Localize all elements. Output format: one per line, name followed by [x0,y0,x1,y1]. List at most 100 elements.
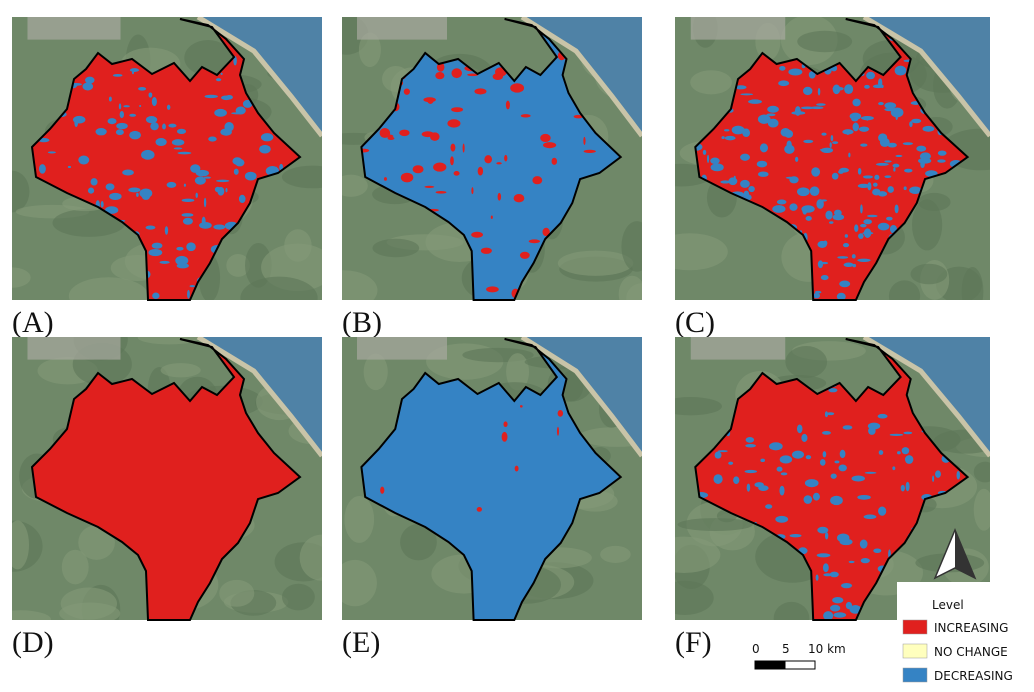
patch [878,133,888,143]
patch [828,388,838,393]
patch [805,455,812,460]
patch [823,240,828,246]
land-tone [675,580,714,615]
land-tone [675,233,728,271]
patch [822,430,831,435]
land-tone [184,39,232,76]
patch [484,155,493,164]
patch [765,504,773,509]
patch [844,234,848,238]
patch [836,292,846,300]
patch [513,193,525,203]
patch [412,165,424,174]
land-tone [690,70,732,95]
patch [728,177,738,186]
patch [909,121,913,128]
patch [129,68,140,72]
patch [809,186,820,197]
patch [213,224,226,230]
shore [520,337,642,458]
patch [141,149,155,160]
patch [713,474,723,484]
panel-label: (F) [675,626,712,659]
patch [195,169,209,177]
patch [878,506,887,516]
patch [714,451,722,459]
patch [176,128,187,135]
patch [203,176,211,179]
patch [702,149,707,155]
patch [162,123,166,130]
patch [148,92,153,98]
patch [857,494,871,500]
patch [760,458,766,462]
patch [866,118,869,121]
boundary [30,18,302,301]
patch [839,449,846,459]
patch [845,601,853,610]
patch [779,65,786,71]
patch [832,596,844,604]
land-tone [973,488,990,531]
panel-label: (B) [342,306,382,339]
patch [214,108,227,117]
patch [225,95,233,100]
boundary [694,338,970,621]
patch [803,139,814,144]
land-tone [60,587,118,620]
patch [109,192,122,200]
patch [542,227,550,237]
patch [95,127,107,136]
land-tone [400,523,437,561]
patch [112,74,123,77]
patch [772,205,786,213]
patch [496,162,502,165]
town [357,17,447,40]
patch [826,412,835,416]
patch [187,289,190,299]
patch [823,573,833,577]
patch [813,292,821,299]
patch [451,107,464,113]
patch [805,215,812,221]
patch [884,102,897,109]
land-tone [506,353,530,391]
patch [815,574,819,581]
patch [186,242,196,252]
patch [259,144,271,154]
patch [842,242,850,248]
patch [857,167,862,175]
patch [851,117,859,122]
patch [225,223,235,227]
patch [203,197,207,208]
patch [433,162,447,172]
town [690,337,786,360]
patch [852,122,859,132]
map-panel [675,17,990,301]
patch [842,425,853,430]
land-tone [78,525,115,560]
shore [862,17,990,138]
patch [831,172,839,180]
patch [897,451,901,455]
patch [190,164,201,173]
land-tone [677,518,754,532]
patch [105,183,115,191]
land-tone [888,280,921,300]
land-tone [137,337,201,345]
patch [823,611,834,620]
map-panel [342,17,642,301]
patch [792,450,805,459]
sea [522,17,642,136]
patch [244,171,257,181]
map-panel [12,337,322,621]
patch [551,157,558,165]
shore [196,17,322,138]
patch [851,254,856,259]
patch [194,176,206,185]
patch [520,114,531,118]
patch [858,126,870,132]
panel-label: (E) [342,626,380,659]
patch [812,492,820,501]
patch [183,183,186,187]
